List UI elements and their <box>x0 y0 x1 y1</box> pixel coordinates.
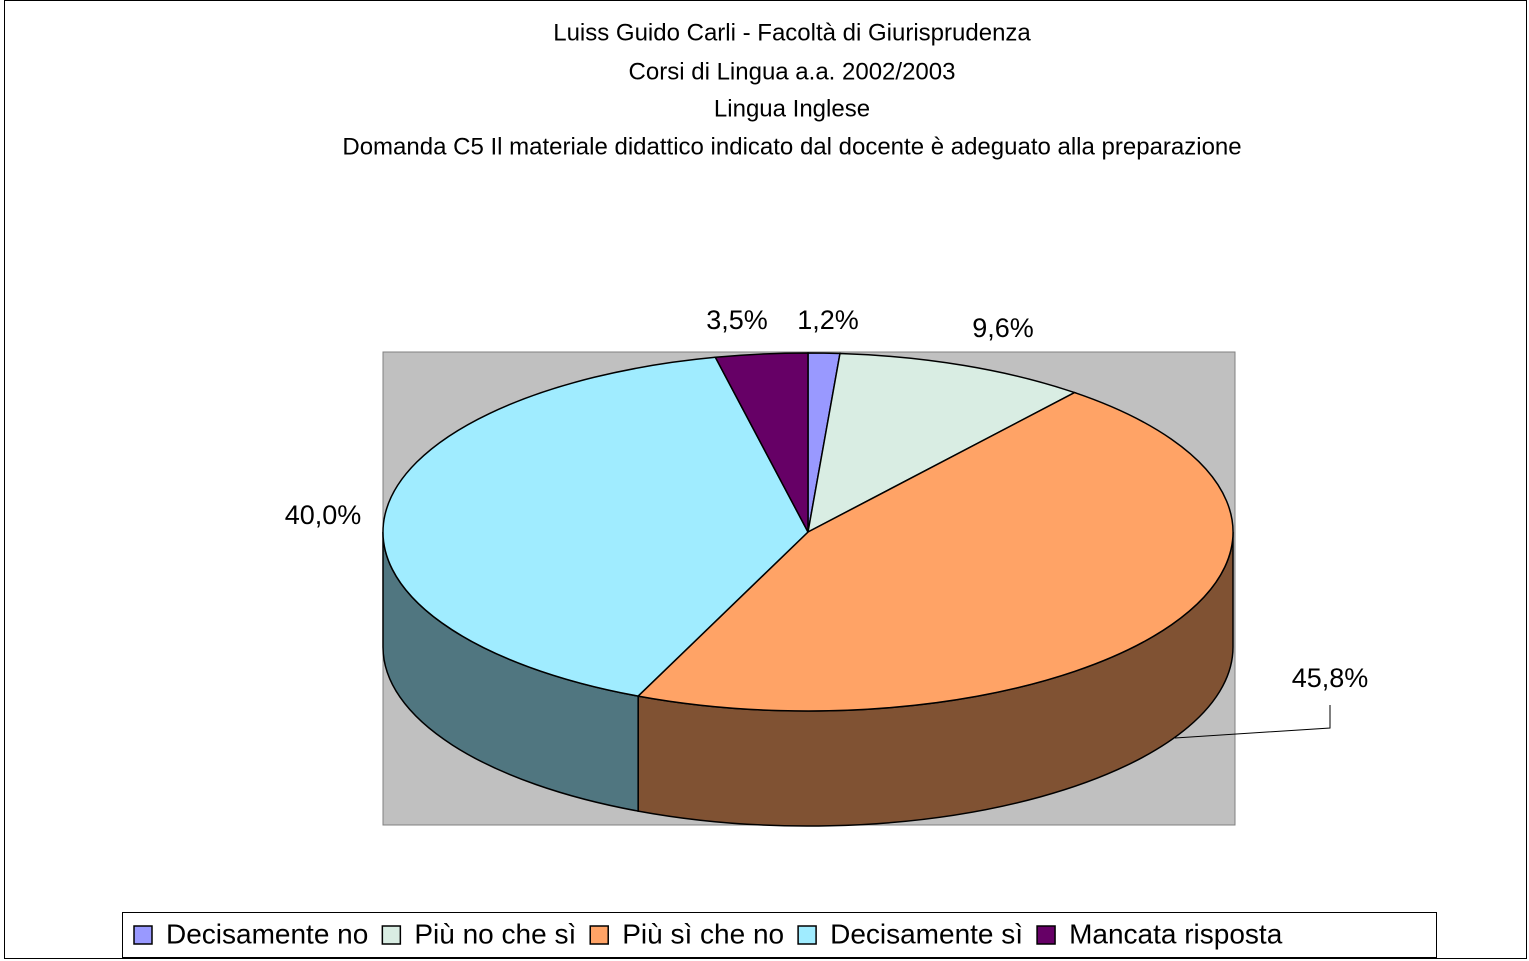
legend-swatch <box>381 925 402 945</box>
legend-swatch <box>1036 925 1056 945</box>
data-label: 40,0% <box>285 500 362 530</box>
legend-label: Decisamente no <box>166 918 368 949</box>
legend-swatch <box>133 925 153 945</box>
data-label: 3,5% <box>706 305 768 335</box>
legend-swatch <box>589 925 609 945</box>
data-label: 45,8% <box>1292 663 1369 693</box>
title-line: Luiss Guido Carli - Facoltà di Giurispru… <box>553 19 1031 46</box>
legend-label: Più sì che no <box>622 918 784 949</box>
data-label: 1,2% <box>797 305 859 335</box>
leader-line <box>1174 705 1331 739</box>
title-line: Corsi di Lingua a.a. 2002/2003 <box>629 58 956 85</box>
title-line: Lingua Inglese <box>714 95 870 122</box>
slice <box>636 391 1234 712</box>
legend-label: Più no che sì <box>414 918 576 949</box>
title-line: Domanda C5 Il materiale didattico indica… <box>342 133 1241 160</box>
slice <box>806 352 1077 534</box>
legend-label: Mancata risposta <box>1069 918 1283 949</box>
slice <box>382 356 809 697</box>
legend-box <box>122 912 1437 958</box>
data-label: 9,6% <box>972 313 1034 343</box>
slice <box>714 352 809 533</box>
legend-label: Decisamente sì <box>830 918 1023 949</box>
legend-swatch <box>797 925 817 945</box>
